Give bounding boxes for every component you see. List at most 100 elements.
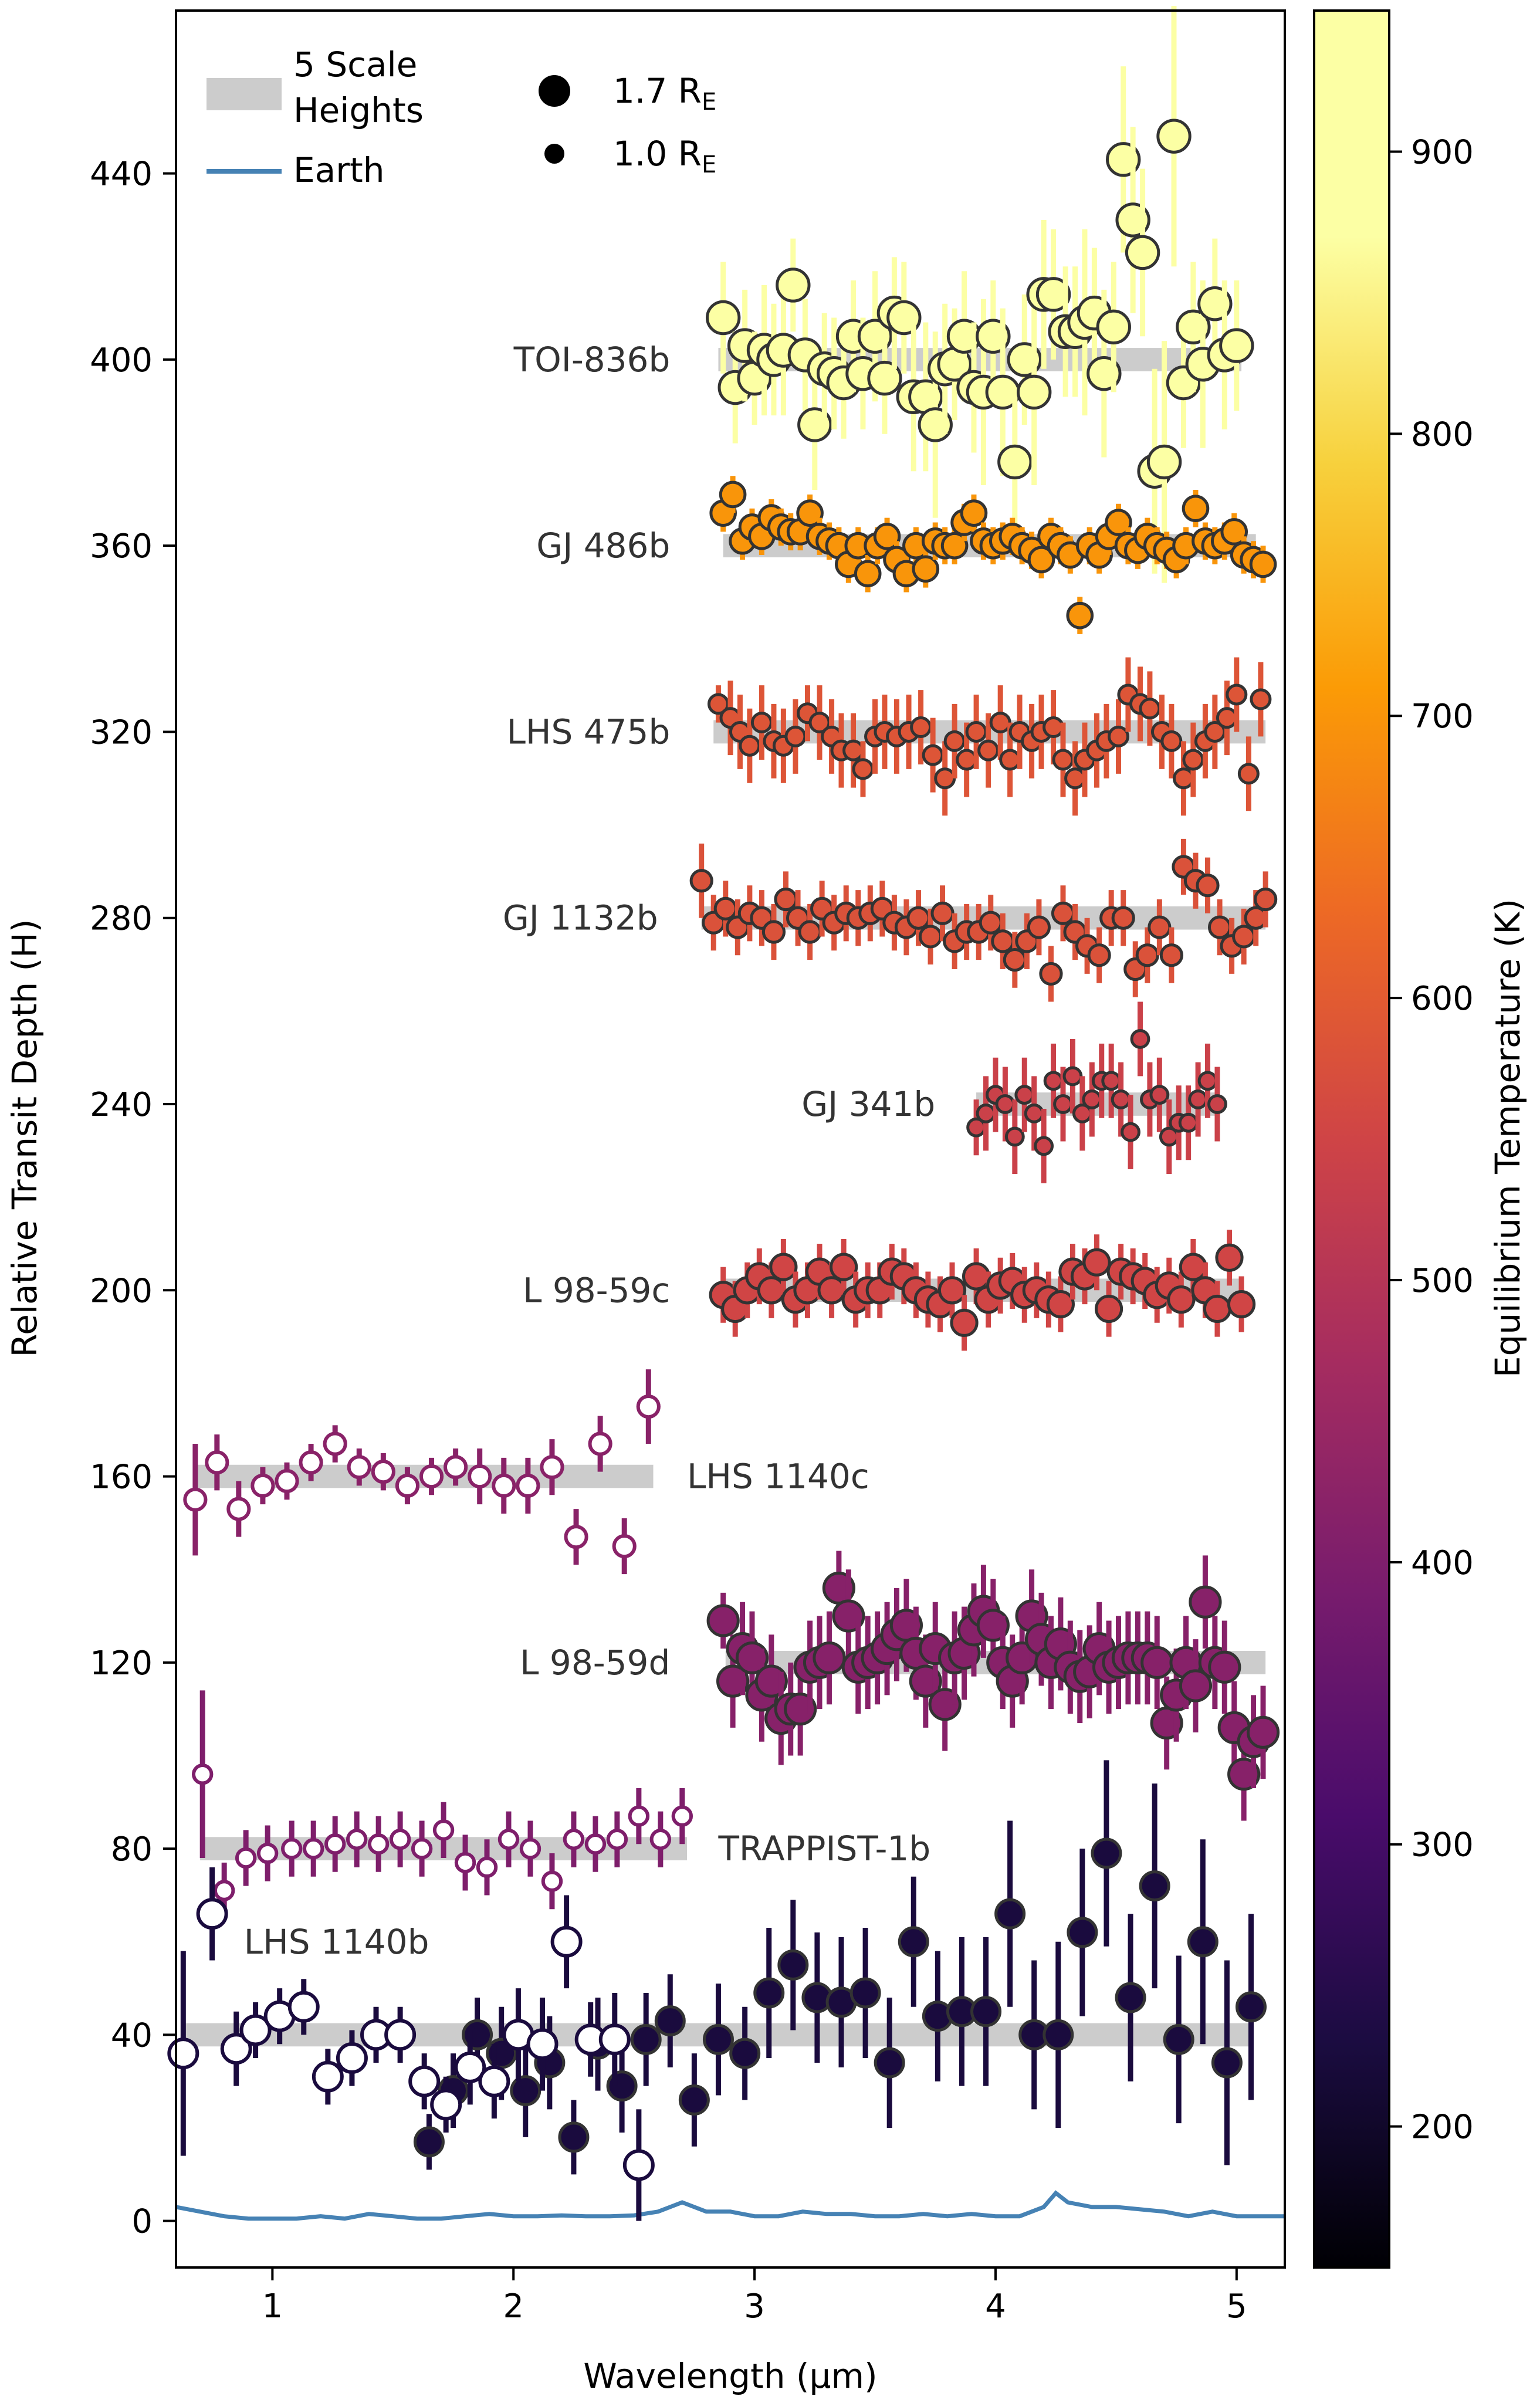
label-l-98-59c: L 98-59c — [523, 1270, 670, 1310]
data-point — [1035, 277, 1071, 312]
label-l-98-59d: L 98-59d — [520, 1643, 670, 1683]
data-point — [898, 1926, 929, 1958]
data-point — [1249, 550, 1277, 578]
data-point — [1115, 1982, 1146, 2013]
data-point — [867, 360, 902, 396]
label-lhs-1140b: LHS 1140b — [244, 1922, 429, 1962]
data-point — [1207, 1094, 1227, 1114]
data-point — [817, 1276, 846, 1305]
data-point — [324, 1833, 346, 1855]
data-point — [1159, 943, 1183, 967]
data-point — [713, 896, 737, 920]
data-point — [497, 1829, 520, 1850]
data-point — [1148, 915, 1172, 939]
data-point — [395, 1473, 420, 1498]
data-point — [1172, 767, 1194, 790]
data-point — [239, 2014, 272, 2046]
data-point — [991, 929, 1015, 953]
data-point — [541, 1870, 563, 1892]
x-tick-label-2: 2 — [503, 2287, 524, 2326]
data-point — [1091, 1837, 1122, 1869]
data-point — [1226, 683, 1248, 706]
data-point — [1082, 1089, 1102, 1109]
data-point — [347, 1455, 371, 1480]
data-point — [220, 2033, 252, 2065]
data-point — [989, 712, 1011, 734]
data-point — [167, 2038, 199, 2070]
data-point — [1046, 1290, 1075, 1319]
data-point — [1167, 1285, 1196, 1314]
data-point — [1064, 767, 1087, 790]
data-point — [997, 444, 1033, 480]
data-point — [956, 749, 978, 771]
data-point — [1220, 518, 1248, 546]
data-point — [550, 1925, 583, 1958]
y-tick-label-280: 280 — [90, 900, 153, 938]
colorbar-tick-label-200: 200 — [1411, 2108, 1474, 2147]
plot-area: TOI-836b GJ 486b LHS 475b GJ 1132b GJ 341b L … — [167, 6, 1286, 2269]
data-point — [1052, 749, 1074, 771]
legend-size-large-label: 1.7 RE — [613, 71, 716, 116]
data-point — [1196, 874, 1220, 898]
data-point — [965, 720, 987, 743]
data-point — [299, 1450, 323, 1475]
data-point — [622, 2149, 655, 2181]
data-point — [930, 901, 955, 925]
data-point — [874, 2047, 905, 2079]
data-point — [1139, 1870, 1170, 1902]
y-tick-label-240: 240 — [90, 1086, 153, 1124]
x-tick-label-5: 5 — [1226, 2287, 1247, 2326]
data-point — [1094, 1294, 1123, 1324]
data-point — [432, 1819, 455, 1841]
data-point — [1067, 1917, 1098, 1948]
data-point — [183, 1487, 208, 1512]
y-axis: 0 40 80 120 160 200 240 280 320 360 400 440 — [90, 155, 176, 2241]
data-point — [312, 2060, 344, 2093]
data-point — [606, 1829, 628, 1850]
data-point — [336, 2042, 368, 2074]
data-point — [739, 735, 761, 757]
data-point — [1179, 1253, 1207, 1281]
data-point — [1188, 1089, 1208, 1109]
planet-labels: TOI-836b GJ 486b LHS 475b GJ 1132b GJ 341b L … — [244, 340, 935, 1962]
data-point — [798, 920, 822, 944]
data-point — [302, 1837, 324, 1860]
data-point — [454, 2051, 486, 2083]
colorbar-tick-label-500: 500 — [1411, 1262, 1474, 1300]
data-point — [251, 1473, 275, 1498]
data-point — [1087, 943, 1111, 967]
legend: 5 Scale Heights Earth 1.7 RE 1.0 RE — [207, 45, 716, 190]
data-point — [671, 1805, 693, 1827]
label-toi-836b: TOI-836b — [513, 340, 671, 380]
data-point — [1250, 688, 1272, 710]
colorbar-ticks: 200 300 400 500 600 700 800 900 — [1389, 133, 1474, 2147]
legend-size-large-marker — [539, 75, 570, 107]
data-point — [1149, 1085, 1170, 1105]
data-point — [1146, 444, 1182, 480]
series-lhs-1140c — [183, 1369, 661, 1575]
legend-size-small-marker — [544, 144, 564, 164]
data-point — [367, 1833, 390, 1855]
data-point — [235, 1847, 257, 1869]
data-point — [852, 758, 874, 780]
data-point — [654, 2005, 686, 2037]
data-point — [1163, 2023, 1194, 2055]
data-point — [678, 2084, 710, 2116]
data-point — [1130, 1029, 1150, 1049]
data-point — [226, 1497, 251, 1521]
data-point — [1139, 698, 1161, 720]
data-point — [761, 920, 786, 944]
data-point — [468, 1464, 492, 1489]
data-point — [630, 2023, 662, 2055]
data-point — [281, 1837, 303, 1860]
series-l-98-59d — [706, 1551, 1280, 1821]
data-point — [510, 2075, 541, 2107]
data-point — [1187, 1926, 1219, 1958]
label-lhs-475b: LHS 475b — [507, 712, 671, 752]
data-point — [774, 887, 798, 912]
data-point — [1125, 235, 1160, 270]
data-point — [584, 1833, 607, 1855]
x-tick-label-3: 3 — [744, 2287, 765, 2326]
data-point — [636, 1394, 661, 1419]
data-point — [918, 925, 943, 949]
